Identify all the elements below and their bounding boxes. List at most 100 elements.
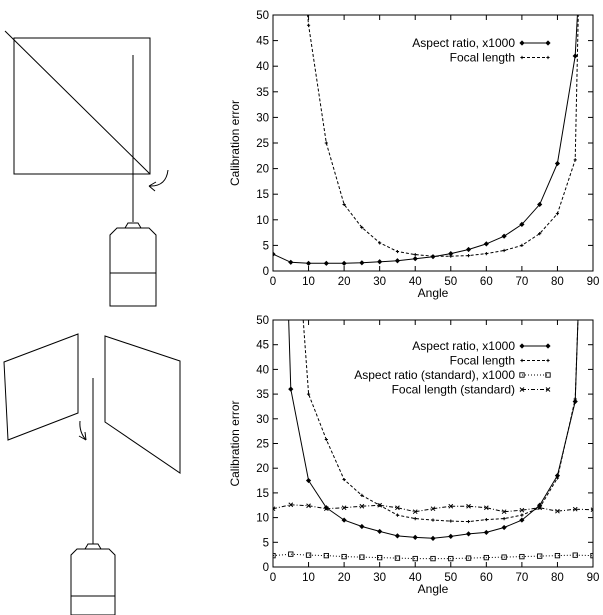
data-point-marker [502, 248, 506, 253]
x-tick-label: 80 [551, 572, 564, 584]
x-tick-label: 10 [302, 276, 315, 288]
data-point-marker [572, 552, 578, 558]
y-tick-label: 25 [256, 138, 269, 150]
left-plane-shape [3, 333, 79, 441]
data-point-marker [377, 259, 383, 265]
series-line-0 [288, 320, 579, 539]
data-point-marker [412, 256, 418, 262]
y-tick-label: 0 [263, 266, 269, 278]
data-point-marker [323, 506, 329, 512]
data-point-marker [555, 212, 560, 216]
data-point-marker [430, 535, 436, 541]
data-point-marker [448, 533, 454, 539]
right-plane-shape [104, 335, 181, 474]
data-point-marker [288, 551, 294, 557]
data-point-marker [377, 528, 383, 535]
rotation-arrow-icon [148, 169, 169, 187]
data-point-marker [554, 552, 561, 559]
data-point-marker [519, 553, 525, 560]
y-axis-label: Calibration error [228, 100, 242, 186]
data-point-marker [573, 158, 577, 162]
data-point-marker [590, 507, 593, 513]
data-point-marker [448, 250, 454, 257]
data-point-marker [359, 554, 365, 560]
data-point-marker [273, 552, 276, 559]
data-point-marker [341, 553, 347, 560]
y-tick-label: 15 [256, 189, 269, 201]
data-point-marker [483, 554, 489, 561]
legend-marker [519, 372, 525, 378]
data-point-marker [555, 508, 560, 514]
y-tick-label: 0 [263, 562, 269, 574]
data-point-marker [501, 524, 507, 531]
data-point-marker [306, 503, 311, 509]
data-point-marker [305, 477, 312, 484]
y-tick-label: 15 [256, 488, 269, 500]
data-point-marker [502, 516, 506, 521]
data-point-marker [412, 509, 418, 515]
calibration-target-square [13, 37, 151, 175]
chart-bottom: 0 5 10 15 20 25 30 35 40 45 50 0 10 20 30 40 50 60 70 80 90 A… [228, 315, 599, 596]
data-point-marker [394, 258, 401, 264]
y-tick-label: 20 [256, 463, 269, 475]
data-point-marker [484, 517, 488, 522]
legend-label: Focal length [450, 51, 515, 65]
data-point-marker [342, 202, 346, 207]
data-point-marker [501, 554, 507, 560]
y-tick-label: 25 [256, 439, 269, 451]
legend-label: Focal length (standard) [392, 383, 515, 397]
data-point-marker [465, 531, 472, 537]
legend-label: Aspect ratio, x1000 [412, 36, 515, 50]
data-point-marker [306, 392, 311, 396]
data-point-marker [306, 23, 311, 27]
x-tick-label: 10 [302, 572, 315, 584]
data-point-marker [413, 253, 417, 257]
data-point-marker [360, 225, 364, 230]
plot-frame [272, 14, 594, 272]
data-point-marker [412, 555, 418, 562]
data-point-marker [538, 232, 542, 236]
plot-area [273, 15, 579, 266]
data-point-marker [431, 254, 435, 258]
data-point-marker [430, 555, 436, 562]
x-tick-label: 30 [373, 572, 386, 584]
target-diagonal-line [4, 30, 151, 175]
legend-marker [519, 343, 525, 349]
x-tick-label: 0 [270, 276, 276, 288]
series-line-1 [302, 320, 579, 523]
data-point-marker [466, 503, 471, 509]
data-point-marker [288, 502, 294, 508]
data-point-marker [324, 437, 328, 442]
y-tick-label: 45 [256, 36, 269, 48]
data-point-marker [449, 254, 453, 258]
data-point-marker [394, 555, 401, 561]
data-point-marker [341, 517, 347, 523]
camera-icon [70, 543, 116, 615]
legend-marker [545, 387, 551, 392]
plot-frame [272, 319, 594, 568]
data-point-marker [448, 555, 454, 562]
x-tick-label: 20 [338, 572, 351, 584]
data-point-marker [519, 507, 525, 513]
chart-top: 0 5 10 15 20 25 30 35 40 45 50 0 10 20 30 40 50 60 70 80 90 A… [228, 10, 599, 300]
data-point-marker [324, 141, 328, 145]
data-point-marker [273, 506, 276, 512]
data-point-marker [395, 505, 400, 511]
y-tick-label: 10 [256, 513, 269, 525]
y-tick-label: 50 [256, 315, 269, 327]
plot-area [273, 320, 593, 562]
data-point-marker [359, 260, 365, 266]
data-point-marker [323, 552, 329, 559]
series-line-1 [307, 15, 579, 257]
data-point-marker [305, 552, 312, 558]
data-point-marker [572, 53, 578, 59]
y-tick-label: 40 [256, 364, 269, 376]
data-point-marker [537, 505, 543, 511]
data-point-marker [412, 534, 418, 540]
y-tick-label: 35 [256, 389, 269, 401]
rotation-setup-illustration-top [4, 30, 169, 307]
x-tick-label: 70 [515, 276, 528, 288]
data-point-marker [395, 513, 400, 517]
x-axis-label: Angle [418, 582, 449, 596]
x-tick-label: 80 [551, 276, 564, 288]
